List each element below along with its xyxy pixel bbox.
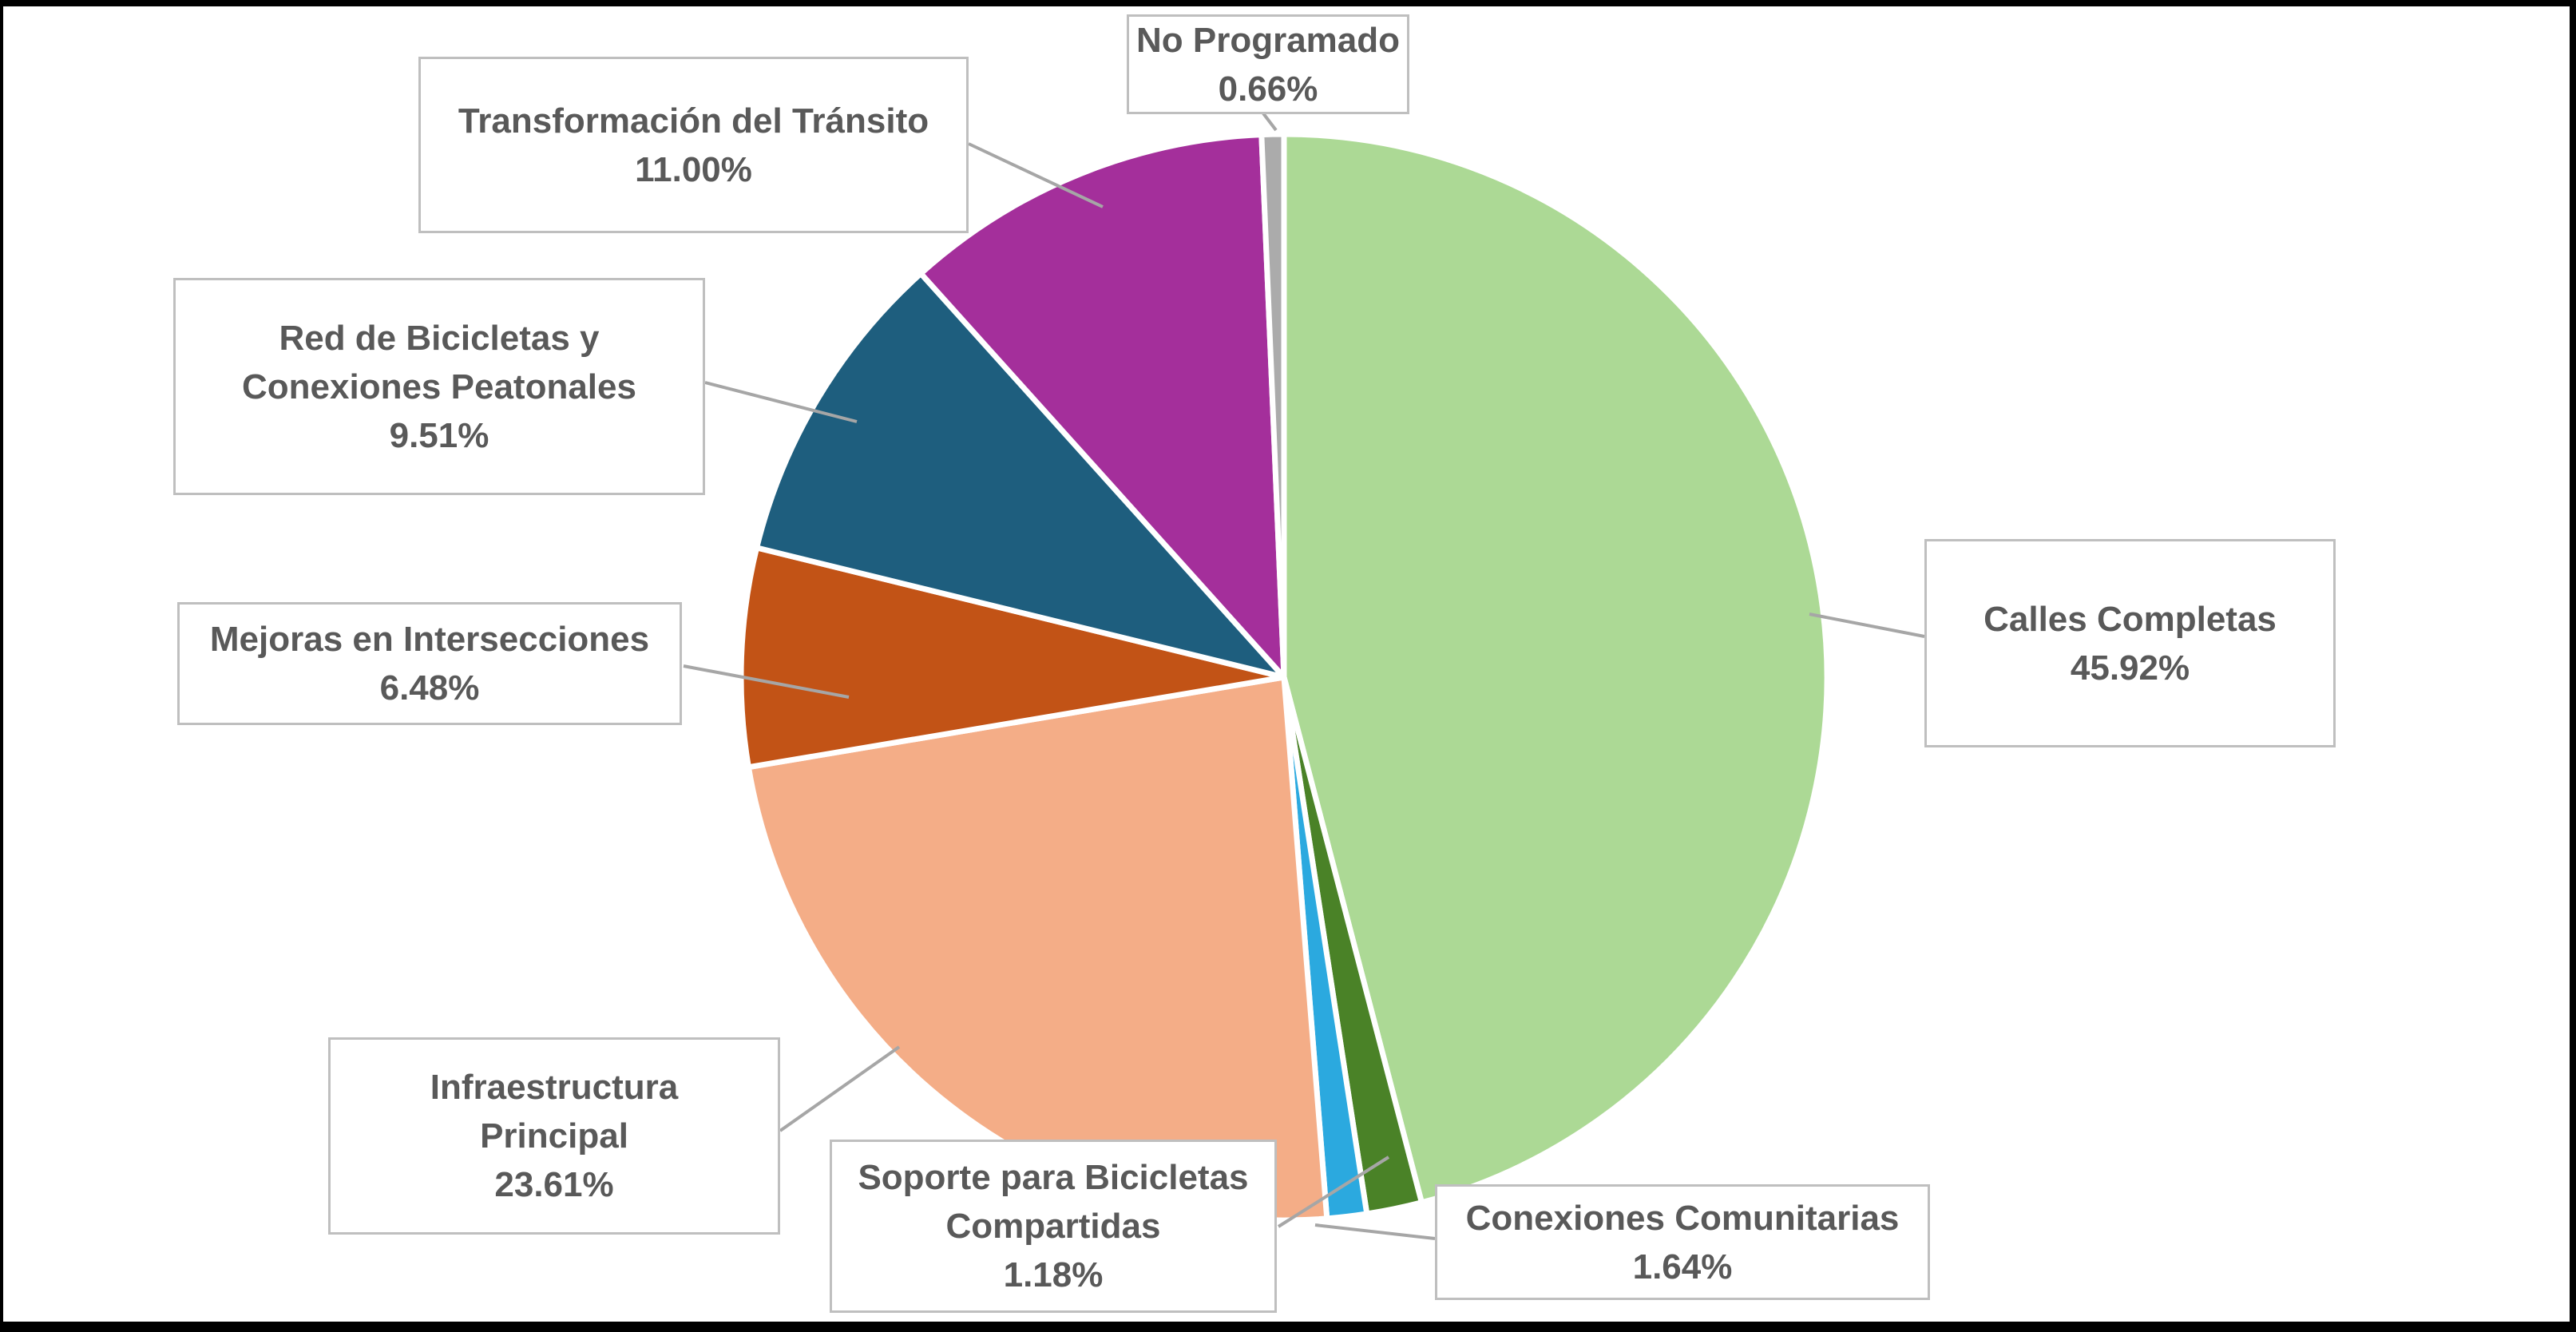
callout-percent: 0.66% [1218, 69, 1318, 109]
leader-lines [683, 112, 1925, 1240]
callout-transformacion-del-transito: Transformación del Tránsito 11.00% [418, 57, 969, 233]
callout-conexiones-comunitarias: Conexiones Comunitarias 1.64% [1435, 1184, 1930, 1300]
callout-infraestructura-principal: Infraestructura Principal 23.61% [328, 1037, 780, 1235]
callout-label: Compartidas [945, 1207, 1161, 1246]
callout-label: Calles Completas [1984, 599, 2277, 639]
pie-slice-6 [917, 132, 1287, 680]
leader-line-red-bicicletas [704, 381, 858, 423]
pie-slices [738, 131, 1830, 1223]
callout-label: Soporte para Bicicletas [858, 1158, 1249, 1197]
callout-percent: 9.51% [389, 415, 489, 455]
callout-label: Conexiones Comunitarias [1465, 1198, 1900, 1238]
callout-label: Principal [480, 1116, 628, 1156]
callout-label: Infraestructura [430, 1068, 679, 1107]
callout-percent: 45.92% [2070, 648, 2190, 688]
callout-red-de-bicicletas: Red de Bicicletas y Conexiones Peatonale… [173, 278, 705, 495]
pie-chart [683, 112, 1925, 1240]
pie-slice-0 [1281, 131, 1830, 1206]
callout-percent: 11.00% [635, 149, 752, 189]
callout-no-programado: No Programado 0.66% [1127, 14, 1409, 114]
callout-soporte-bicicletas-compartidas: Soporte para Bicicletas Compartidas 1.18… [830, 1140, 1277, 1313]
callout-percent: 1.64% [1632, 1247, 1733, 1286]
callout-percent: 23.61% [494, 1165, 614, 1204]
callout-calles-completas: Calles Completas 45.92% [1924, 539, 2336, 747]
callout-mejoras-en-intersecciones: Mejoras en Intersecciones 6.48% [177, 602, 682, 725]
callout-percent: 1.18% [1003, 1255, 1104, 1294]
callout-percent: 6.48% [379, 668, 480, 708]
leader-line-transformacion [968, 142, 1104, 208]
leader-line-no-programado [1262, 112, 1278, 132]
callout-label: Red de Bicicletas y [279, 318, 600, 358]
pie-slice-7 [1258, 131, 1287, 680]
leader-line-conexiones [1314, 1223, 1436, 1240]
chart-area: No Programado 0.66% Transformación del T… [3, 6, 2570, 1322]
callout-label: Conexiones Peatonales [242, 367, 636, 406]
leader-line-soporte [1277, 1156, 1390, 1228]
callout-label: Transformación del Tránsito [458, 101, 929, 141]
callout-label: No Programado [1135, 20, 1401, 60]
pie-slice-5 [754, 271, 1287, 680]
leader-line-mejoras [683, 664, 850, 699]
leader-line-calles [1809, 612, 1925, 638]
callout-label: Mejoras en Intersecciones [209, 620, 650, 659]
leader-line-infraestructura [779, 1045, 901, 1132]
pie-slice-4 [738, 545, 1287, 771]
